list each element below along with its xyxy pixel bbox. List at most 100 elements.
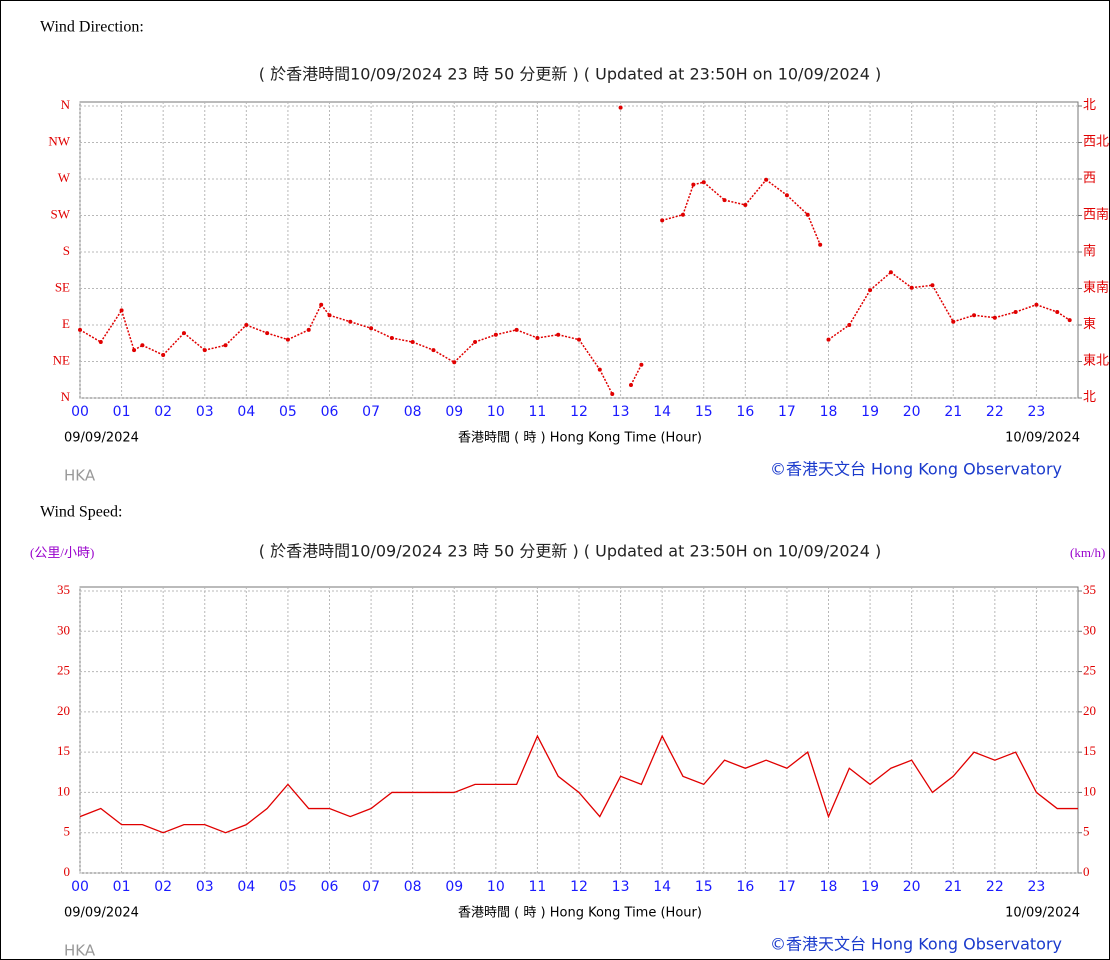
x-tick-label: 06	[321, 879, 339, 895]
y-tick-label: NE	[53, 352, 70, 367]
y-tick-label: 15	[57, 743, 70, 758]
x-tick-label: 09	[445, 879, 463, 895]
connector	[890, 271, 913, 289]
y-tick-label: 10	[57, 783, 70, 798]
connector	[308, 304, 322, 331]
y2-tick-label: 南	[1083, 243, 1096, 258]
y2-tick-label: 東北	[1083, 352, 1109, 367]
y2-tick-label: 30	[1083, 622, 1096, 637]
x-tick-label: 04	[237, 879, 255, 895]
connector	[370, 327, 393, 339]
y2-tick-label: 35	[1083, 582, 1096, 597]
x-tick-label: 19	[861, 404, 879, 420]
y-axis-unit: (公里/小時)	[30, 545, 94, 560]
x-tick-label: 18	[820, 879, 838, 895]
y-tick-label: SE	[55, 279, 70, 294]
x-tick-label: 11	[529, 404, 547, 420]
connector	[931, 284, 954, 323]
y-tick-label: 30	[57, 622, 70, 637]
connector	[869, 271, 892, 291]
chart-subtitle: ( 於香港時間10/09/2024 23 時 50 分更新 ) ( Update…	[259, 65, 882, 84]
y2-tick-label: 10	[1083, 783, 1096, 798]
y2-tick-label: 25	[1083, 663, 1096, 678]
connector	[516, 329, 538, 339]
y-tick-label: 5	[64, 824, 71, 839]
direction-point	[639, 362, 644, 367]
connector	[350, 321, 372, 329]
connector	[703, 181, 726, 201]
direction-point	[1067, 318, 1072, 323]
y2-tick-label: 0	[1083, 864, 1090, 879]
x-tick-label: 17	[778, 879, 796, 895]
station-code: HKA	[64, 942, 96, 960]
end-date: 10/09/2024	[1005, 431, 1080, 446]
connector	[391, 337, 413, 343]
x-axis-label: 香港時間 ( 時 ) Hong Kong Time (Hour)	[458, 906, 702, 921]
x-axis-label: 香港時間 ( 時 ) Hong Kong Time (Hour)	[458, 431, 702, 446]
x-tick-label: 02	[154, 879, 172, 895]
start-date: 09/09/2024	[64, 906, 139, 921]
connector	[433, 349, 455, 363]
x-tick-label: 23	[1028, 879, 1046, 895]
y-tick-label: 20	[57, 703, 70, 718]
connector	[558, 334, 580, 341]
x-tick-label: 23	[1028, 404, 1046, 420]
connector	[744, 179, 767, 206]
x-tick-label: 16	[736, 879, 754, 895]
connector	[183, 332, 206, 351]
connector	[225, 324, 247, 346]
connector	[828, 324, 850, 341]
y2-tick-label: 5	[1083, 824, 1090, 839]
y2-tick-label: 西北	[1083, 133, 1109, 148]
x-tick-label: 20	[903, 404, 921, 420]
direction-point	[610, 391, 615, 396]
y2-tick-label: 東	[1083, 316, 1096, 331]
connector	[994, 311, 1016, 319]
x-tick-label: 19	[861, 879, 879, 895]
x-tick-label: 21	[944, 879, 962, 895]
x-tick-label: 16	[736, 404, 754, 420]
x-tick-label: 01	[113, 879, 131, 895]
x-tick-label: 05	[279, 404, 297, 420]
connector	[495, 329, 517, 336]
connector	[204, 344, 226, 351]
x-tick-label: 12	[570, 879, 588, 895]
connector	[320, 304, 331, 316]
connector	[786, 194, 809, 216]
x-tick-label: 21	[944, 404, 962, 420]
y-tick-label: 35	[57, 582, 70, 597]
y2-tick-label: 東南	[1083, 279, 1109, 294]
chart-subtitle: ( 於香港時間10/09/2024 23 時 50 分更新 ) ( Update…	[259, 542, 882, 561]
x-tick-label: 22	[986, 879, 1004, 895]
connector	[953, 314, 975, 323]
connector	[79, 329, 102, 343]
connector	[1015, 304, 1037, 313]
section-heading: Wind Speed:	[40, 504, 122, 521]
x-tick-label: 03	[196, 404, 214, 420]
connector	[807, 214, 821, 245]
y-tick-label: N	[61, 97, 71, 112]
x-tick-label: 18	[820, 404, 838, 420]
connector	[100, 309, 123, 343]
x-tick-label: 22	[986, 404, 1004, 420]
station-code: HKA	[64, 467, 96, 485]
x-tick-label: 01	[113, 404, 131, 420]
y-tick-label: S	[63, 243, 70, 258]
section-heading: Wind Direction:	[40, 19, 144, 36]
credit: ©香港天文台 Hong Kong Observatory	[770, 935, 1062, 954]
connector	[287, 329, 310, 341]
y-tick-label: 0	[64, 864, 71, 879]
connector	[474, 334, 497, 343]
x-tick-label: 08	[404, 879, 422, 895]
connector	[1056, 311, 1071, 321]
y2-tick-label: 15	[1083, 743, 1096, 758]
y2-tick-label: 西	[1083, 170, 1096, 185]
speed-line	[79, 734, 1078, 834]
y2-tick-label: 北	[1083, 97, 1096, 112]
connector	[765, 179, 788, 196]
connector	[1036, 304, 1058, 313]
y2-tick-label: 20	[1083, 703, 1096, 718]
x-tick-label: 15	[695, 879, 713, 895]
connector	[630, 364, 643, 386]
